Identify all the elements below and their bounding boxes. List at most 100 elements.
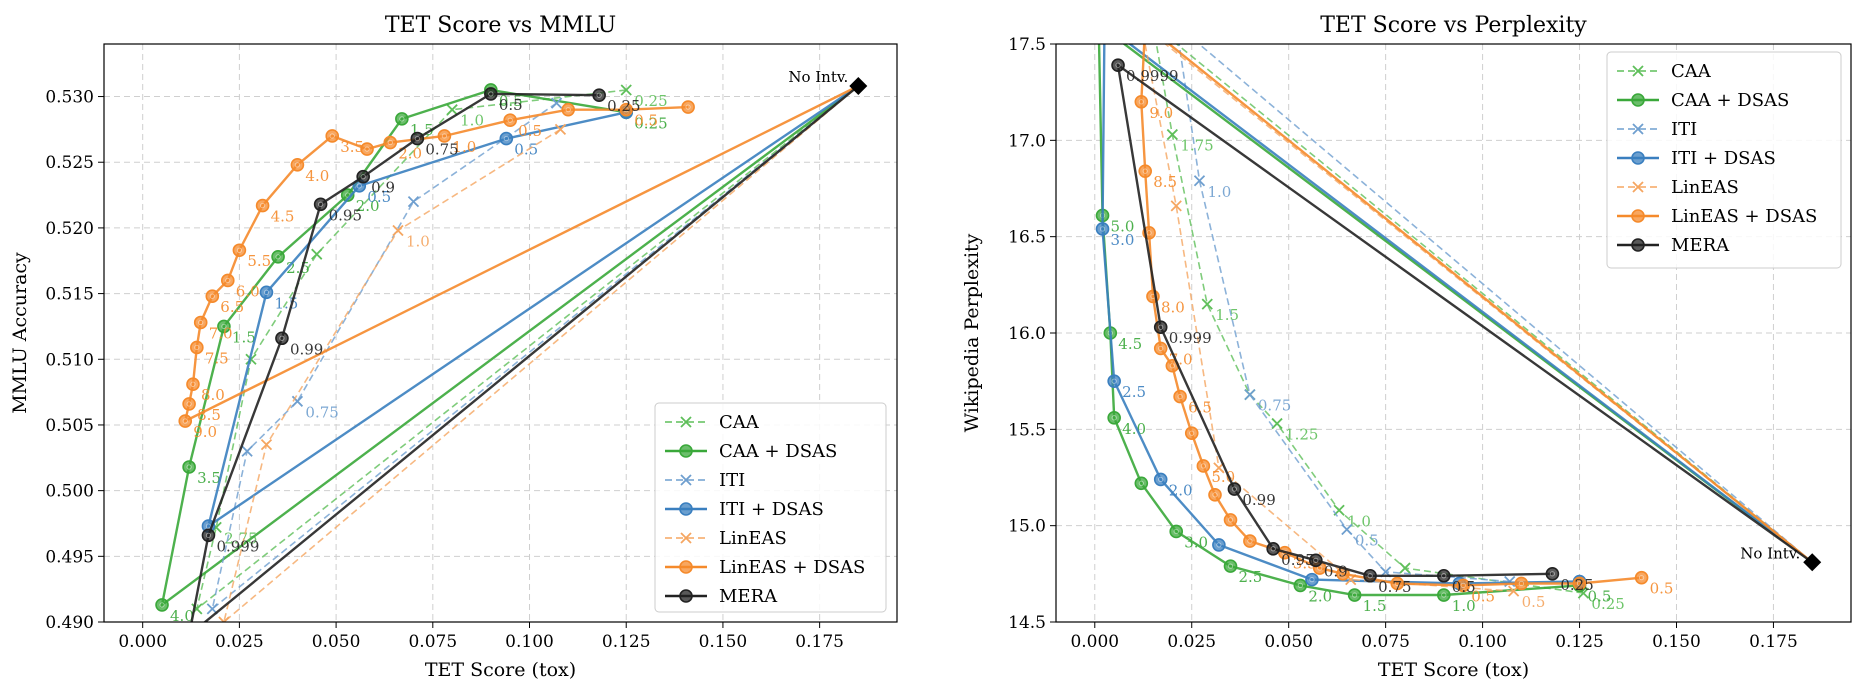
point-label: 7.5 bbox=[205, 349, 229, 367]
data-point bbox=[407, 195, 420, 208]
series-line-lineas-dsas bbox=[1140, 44, 1813, 587]
data-point bbox=[1437, 568, 1451, 583]
data-point bbox=[1223, 559, 1238, 573]
point-label: 0.9 bbox=[1324, 562, 1348, 580]
point-label: 8.0 bbox=[1161, 298, 1185, 316]
legend-swatch-marker bbox=[1631, 209, 1645, 223]
series-line-caa bbox=[1155, 44, 1813, 594]
data-point bbox=[1212, 538, 1226, 552]
data-point-center bbox=[1309, 577, 1315, 583]
data-point-center bbox=[1158, 476, 1164, 483]
data-point bbox=[1437, 588, 1451, 602]
data-point-center bbox=[414, 135, 420, 142]
data-point-center bbox=[275, 254, 281, 260]
data-point bbox=[1266, 541, 1280, 556]
data-point bbox=[220, 273, 235, 288]
data-point-center bbox=[205, 532, 212, 538]
data-point bbox=[201, 528, 216, 543]
data-point-center bbox=[1227, 517, 1234, 523]
data-point-center bbox=[356, 183, 362, 189]
data-point-center bbox=[279, 335, 285, 341]
data-point-center bbox=[399, 116, 405, 122]
data-point-center bbox=[1297, 582, 1303, 588]
data-point bbox=[1227, 482, 1242, 496]
point-label: 0.5 bbox=[499, 96, 523, 114]
point-label: 4.5 bbox=[271, 208, 295, 226]
x-tick-label: 0.050 bbox=[312, 632, 361, 652]
data-point bbox=[592, 88, 606, 103]
legend: CAA CAA + DSAS ITI ITI + DSAS LinEAS LinEAS +… bbox=[1606, 51, 1842, 269]
y-tick-label: 0.505 bbox=[45, 416, 94, 436]
data-point bbox=[311, 248, 323, 260]
point-label: 0.5 bbox=[1355, 532, 1379, 550]
data-point-center bbox=[1518, 580, 1524, 587]
data-point-center bbox=[441, 133, 448, 139]
data-point bbox=[1111, 58, 1125, 72]
point-label: 0.25 bbox=[634, 114, 667, 132]
data-point-center bbox=[488, 91, 494, 97]
legend-swatch-marker bbox=[1631, 151, 1645, 165]
axes-frame bbox=[103, 43, 898, 623]
point-label: 0.5 bbox=[1522, 593, 1546, 611]
x-tick-label: 0.125 bbox=[1555, 632, 1604, 652]
data-point bbox=[410, 131, 425, 146]
point-label: 0.75 bbox=[1258, 397, 1291, 415]
point-label: 0.75 bbox=[425, 141, 458, 159]
data-point-center bbox=[565, 107, 571, 113]
point-label: 0.999 bbox=[216, 537, 259, 555]
series-line-lineas bbox=[1144, 44, 1813, 592]
y-axis-label: MMLU Accuracy bbox=[9, 252, 31, 414]
data-point bbox=[325, 129, 340, 143]
data-point bbox=[395, 112, 409, 126]
point-label: 1.0 bbox=[1347, 512, 1371, 530]
y-tick-label: 17.0 bbox=[1008, 131, 1046, 151]
x-axis-label: TET Score (tox) bbox=[1378, 659, 1529, 681]
data-point bbox=[1244, 389, 1256, 401]
data-point-center bbox=[1177, 393, 1183, 400]
y-tick-label: 15.5 bbox=[1008, 420, 1046, 440]
y-tick-label: 16.5 bbox=[1008, 228, 1046, 248]
data-point bbox=[554, 123, 567, 136]
legend-swatch-marker bbox=[1631, 93, 1645, 107]
data-point-center bbox=[1158, 345, 1164, 352]
data-point bbox=[550, 97, 563, 109]
data-point-center bbox=[1394, 580, 1400, 587]
data-point-center bbox=[159, 602, 165, 608]
data-point-center bbox=[1352, 592, 1358, 598]
point-label: 1.25 bbox=[1285, 426, 1318, 444]
data-point bbox=[1293, 578, 1308, 593]
data-point-center bbox=[186, 401, 192, 407]
point-label: 1.0 bbox=[406, 233, 430, 251]
data-point bbox=[437, 129, 452, 143]
data-point-center bbox=[1142, 168, 1148, 174]
data-point bbox=[1169, 524, 1184, 539]
point-label: 2.0 bbox=[356, 197, 380, 215]
data-point-center bbox=[387, 139, 393, 146]
data-point-center bbox=[318, 201, 324, 207]
data-point-center bbox=[1231, 486, 1237, 492]
legend-label: CAA bbox=[1671, 61, 1712, 82]
data-point bbox=[392, 224, 404, 237]
chart-panel-2: 0.000 0.025 0.050 0.075 0.100 0.125 0.150 0.175… bbox=[961, 13, 1852, 681]
legend-label: LinEAS + DSAS bbox=[1671, 206, 1817, 227]
data-point-center bbox=[1099, 226, 1106, 232]
point-label: 2.75 bbox=[224, 529, 257, 547]
data-point-center bbox=[507, 117, 513, 123]
point-label: 6.0 bbox=[236, 282, 260, 300]
legend-label: LinEAS + DSAS bbox=[719, 557, 865, 578]
data-point bbox=[1572, 576, 1587, 591]
data-point bbox=[1107, 410, 1121, 425]
point-label: 2.5 bbox=[286, 259, 310, 277]
data-point-center bbox=[225, 277, 231, 284]
point-label: 0.25 bbox=[1591, 595, 1624, 613]
point-label: 0.25 bbox=[634, 92, 667, 110]
point-label: 4.0 bbox=[305, 167, 329, 185]
legend-swatch-marker bbox=[679, 589, 693, 603]
data-point-center bbox=[236, 247, 242, 253]
data-point bbox=[313, 197, 328, 212]
data-point bbox=[1173, 389, 1187, 404]
legend-swatch-marker bbox=[680, 416, 692, 428]
x-tick-label: 0.075 bbox=[408, 632, 457, 652]
data-point-center bbox=[1313, 557, 1319, 563]
data-point-center bbox=[1200, 463, 1206, 469]
